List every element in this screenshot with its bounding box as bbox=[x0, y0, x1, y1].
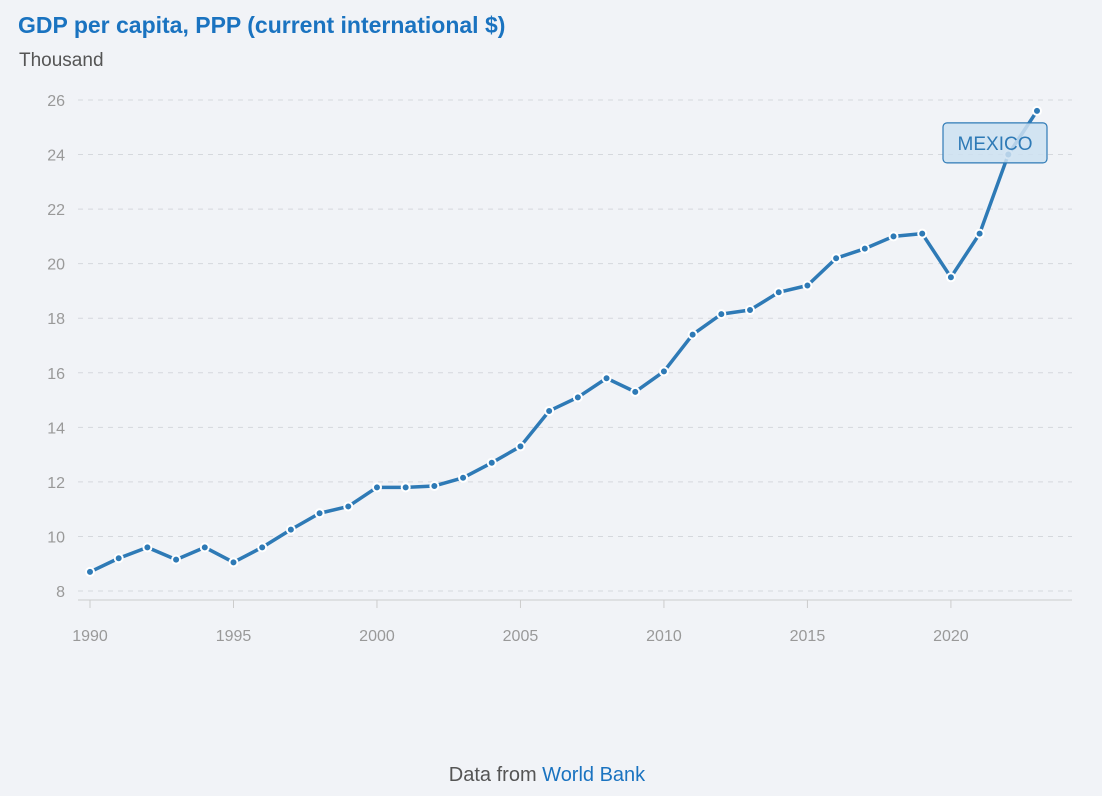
x-tick-label: 1995 bbox=[216, 628, 252, 645]
footer: Data from World Bank bbox=[0, 764, 1094, 787]
data-point bbox=[945, 272, 956, 283]
data-point bbox=[745, 305, 756, 316]
data-point bbox=[1032, 105, 1042, 116]
y-tick-label: 16 bbox=[47, 366, 65, 383]
data-point bbox=[716, 309, 727, 320]
data-point bbox=[486, 457, 497, 468]
data-point bbox=[199, 542, 210, 553]
data-point bbox=[85, 566, 95, 577]
data-point bbox=[285, 524, 296, 535]
data-point bbox=[371, 482, 382, 493]
x-tick-label: 2015 bbox=[790, 628, 826, 645]
data-point bbox=[773, 287, 784, 298]
series-layer bbox=[85, 105, 1042, 577]
series-label-box bbox=[942, 122, 1048, 164]
series-label-layer: MEXICO bbox=[942, 122, 1048, 164]
data-point bbox=[142, 542, 153, 553]
y-tick-label: 8 bbox=[56, 584, 65, 601]
y-unit-label: Thousand bbox=[19, 50, 104, 71]
x-tick-label: 2010 bbox=[646, 628, 682, 645]
data-point bbox=[314, 508, 325, 519]
data-point bbox=[228, 557, 239, 568]
data-point bbox=[831, 253, 842, 264]
data-point bbox=[113, 553, 124, 564]
data-point bbox=[630, 386, 641, 397]
data-point bbox=[974, 228, 985, 239]
y-tick-label: 12 bbox=[47, 475, 65, 492]
data-point bbox=[458, 472, 469, 483]
grid-layer bbox=[78, 99, 1072, 592]
data-point bbox=[400, 482, 411, 493]
series-line-mexico bbox=[88, 109, 1039, 574]
world-bank-link[interactable]: World Bank bbox=[542, 764, 646, 786]
y-tick-label: 20 bbox=[47, 257, 65, 274]
y-tick-label: 22 bbox=[47, 202, 65, 219]
data-point bbox=[343, 501, 354, 512]
line-chart: 8 10 12 14 16 18 20 22 24 26 1990 1995 2000 2005 2010 2… bbox=[47, 93, 1072, 645]
footer-prefix: Data from bbox=[448, 764, 537, 786]
y-tick-label: 10 bbox=[47, 529, 65, 546]
data-point bbox=[802, 280, 813, 291]
data-point bbox=[171, 554, 182, 565]
x-tick-label: 2020 bbox=[933, 628, 969, 645]
y-tick-label: 18 bbox=[47, 311, 65, 328]
y-tick-label: 26 bbox=[47, 93, 65, 110]
data-point bbox=[544, 405, 555, 416]
data-point bbox=[859, 243, 870, 254]
data-point bbox=[601, 373, 612, 384]
data-point bbox=[429, 480, 440, 491]
data-point bbox=[888, 231, 899, 242]
x-tick-label: 2005 bbox=[503, 628, 539, 645]
data-point bbox=[658, 366, 669, 377]
data-point bbox=[917, 228, 928, 239]
y-tick-label: 24 bbox=[47, 148, 65, 165]
series-label-text: MEXICO bbox=[958, 134, 1033, 155]
data-point bbox=[572, 392, 583, 403]
chart-title: GDP per capita, PPP (current internation… bbox=[18, 12, 506, 38]
axis-layer: 8 10 12 14 16 18 20 22 24 26 1990 1995 2000 2005 2010 2… bbox=[47, 93, 1072, 645]
x-tick-label: 1990 bbox=[72, 628, 108, 645]
y-tick-label: 14 bbox=[47, 420, 65, 437]
data-point bbox=[515, 441, 526, 452]
x-tick-label: 2000 bbox=[359, 628, 395, 645]
data-point bbox=[687, 329, 698, 340]
data-point bbox=[257, 542, 268, 553]
